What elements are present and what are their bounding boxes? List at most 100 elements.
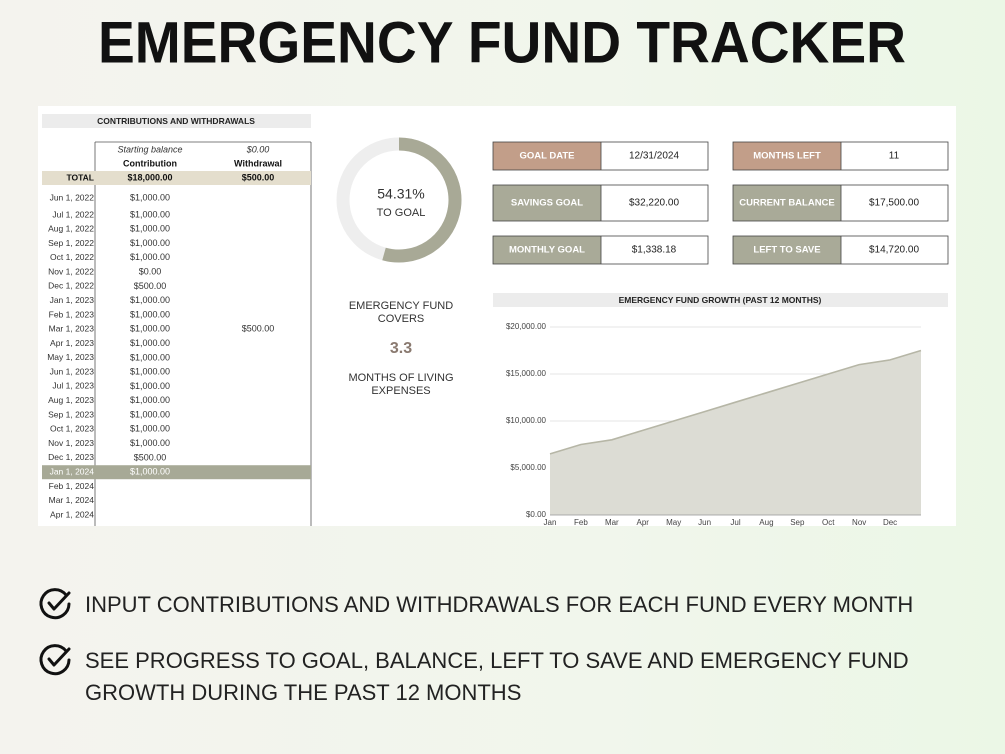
check-icon <box>39 644 71 676</box>
row-date: Sep 1, 2023 <box>48 409 94 419</box>
kpi-value: 11 <box>889 151 900 162</box>
kpi-label: MONTHS LEFT <box>753 151 821 162</box>
ledger-title: CONTRIBUTIONS AND WITHDRAWALS <box>97 116 255 126</box>
x-tick-label: Jan <box>544 518 557 527</box>
donut-value: 54.31% <box>377 186 424 202</box>
y-tick-label: $15,000.00 <box>506 369 547 378</box>
x-tick-label: Oct <box>822 518 835 527</box>
y-tick-label: $0.00 <box>526 510 547 519</box>
row-date: Jun 1, 2023 <box>50 366 95 376</box>
kpi-label-bg <box>493 142 601 170</box>
feature-text: SEE PROGRESS TO GOAL, BALANCE, LEFT TO S… <box>85 648 909 705</box>
row-date: Apr 1, 2024 <box>50 509 94 519</box>
kpi-value: $17,500.00 <box>869 198 919 209</box>
donut-caption: TO GOAL <box>377 207 426 219</box>
row-amount: $1,000.00 <box>130 409 170 419</box>
x-tick-label: Jun <box>698 518 711 527</box>
row-date: Feb 1, 2024 <box>49 481 95 491</box>
kpi-label: GOAL DATE <box>519 151 574 162</box>
coverage-caption: MONTHS OF LIVING EXPENSES <box>348 372 454 397</box>
kpi-box <box>732 141 949 171</box>
kpi-label: MONTHLY GOAL <box>509 245 585 256</box>
x-tick-label: Nov <box>852 518 866 527</box>
check-icon <box>39 588 71 620</box>
row-amount: $1,000.00 <box>130 224 170 234</box>
row-date: May 1, 2023 <box>47 352 94 362</box>
donut-arc <box>382 137 462 263</box>
row-date: Jul 1, 2022 <box>52 209 94 219</box>
row-amount: $500.00 <box>134 452 167 462</box>
row-date: Dec 1, 2023 <box>48 452 94 462</box>
row-amount: $1,000.00 <box>130 252 170 262</box>
check-mark <box>47 647 71 667</box>
x-tick-label: Aug <box>759 518 773 527</box>
kpi-box <box>492 184 709 222</box>
total-contribution: $18,000.00 <box>127 172 172 182</box>
chart-title-bar <box>493 293 948 307</box>
row-amount: $1,000.00 <box>130 192 170 202</box>
kpi-label-bg <box>493 236 601 264</box>
y-tick-label: $10,000.00 <box>506 416 547 425</box>
kpi-label: SAVINGS GOAL <box>511 198 583 209</box>
total-row-bg <box>42 171 311 185</box>
kpi-label-bg <box>733 185 841 221</box>
row-amount: $1,000.00 <box>130 338 170 348</box>
kpi-box <box>492 235 709 265</box>
check-circle <box>39 588 71 620</box>
x-tick-label: Feb <box>574 518 588 527</box>
row-amount: $500.00 <box>134 281 167 291</box>
row-date: Jun 1, 2022 <box>50 192 95 202</box>
y-tick-label: $5,000.00 <box>510 463 546 472</box>
starting-balance-label: Starting balance <box>117 144 182 154</box>
coverage-value: 3.3 <box>389 340 413 357</box>
row-date: Mar 1, 2024 <box>49 495 95 505</box>
kpi-box <box>732 184 949 222</box>
ledger-title-bar <box>42 114 311 128</box>
row-date: Oct 1, 2022 <box>50 252 94 262</box>
kpi-label-bg <box>493 185 601 221</box>
row-amount: $1,000.00 <box>130 238 170 248</box>
row-date: Jul 1, 2023 <box>52 381 94 391</box>
row-date: Jan 1, 2023 <box>50 295 95 305</box>
page-title: EMERGENCY FUND TRACKER <box>98 10 906 75</box>
row-date: Aug 1, 2023 <box>48 395 94 405</box>
row-date: Oct 1, 2023 <box>50 424 94 434</box>
coverage-heading: EMERGENCY FUND COVERS <box>348 300 454 325</box>
row-amount: $500.00 <box>242 324 275 334</box>
row-amount: $1,000.00 <box>130 424 170 434</box>
area-line <box>549 349 922 455</box>
kpi-box <box>492 141 709 171</box>
kpi-value: $32,220.00 <box>629 198 679 209</box>
row-amount: $1,000.00 <box>130 381 170 391</box>
row-amount: $1,000.00 <box>130 309 170 319</box>
check-circle <box>39 644 71 676</box>
x-tick-label: Jul <box>730 518 740 527</box>
row-date: Apr 1, 2023 <box>50 338 94 348</box>
x-tick-label: May <box>666 518 681 527</box>
feature-text: INPUT CONTRIBUTIONS AND WITHDRAWALS FOR … <box>85 592 914 617</box>
starting-balance-value: $0.00 <box>246 144 270 154</box>
row-date: Mar 1, 2023 <box>49 324 95 334</box>
kpi-label: CURRENT BALANCE <box>739 198 835 209</box>
row-date: Jan 1, 2024 <box>50 466 95 476</box>
check-mark <box>47 591 71 611</box>
area-fill <box>550 350 921 515</box>
y-tick-label: $20,000.00 <box>506 322 547 331</box>
kpi-label-bg <box>733 142 841 170</box>
row-date: Sep 1, 2022 <box>48 238 94 248</box>
kpi-value: 12/31/2024 <box>629 151 679 162</box>
row-date: Feb 1, 2023 <box>49 309 95 319</box>
row-date: Dec 1, 2022 <box>48 281 94 291</box>
column-header: Contribution <box>123 158 177 168</box>
current-row-bg <box>42 465 311 480</box>
x-tick-label: Sep <box>790 518 805 527</box>
row-amount: $1,000.00 <box>130 295 170 305</box>
kpi-label-bg <box>733 236 841 264</box>
kpi-box <box>732 235 949 265</box>
row-amount: $1,000.00 <box>130 438 170 448</box>
row-amount: $1,000.00 <box>130 467 170 477</box>
row-amount: $0.00 <box>139 267 162 277</box>
row-amount: $1,000.00 <box>130 324 170 334</box>
row-amount: $1,000.00 <box>130 395 170 405</box>
